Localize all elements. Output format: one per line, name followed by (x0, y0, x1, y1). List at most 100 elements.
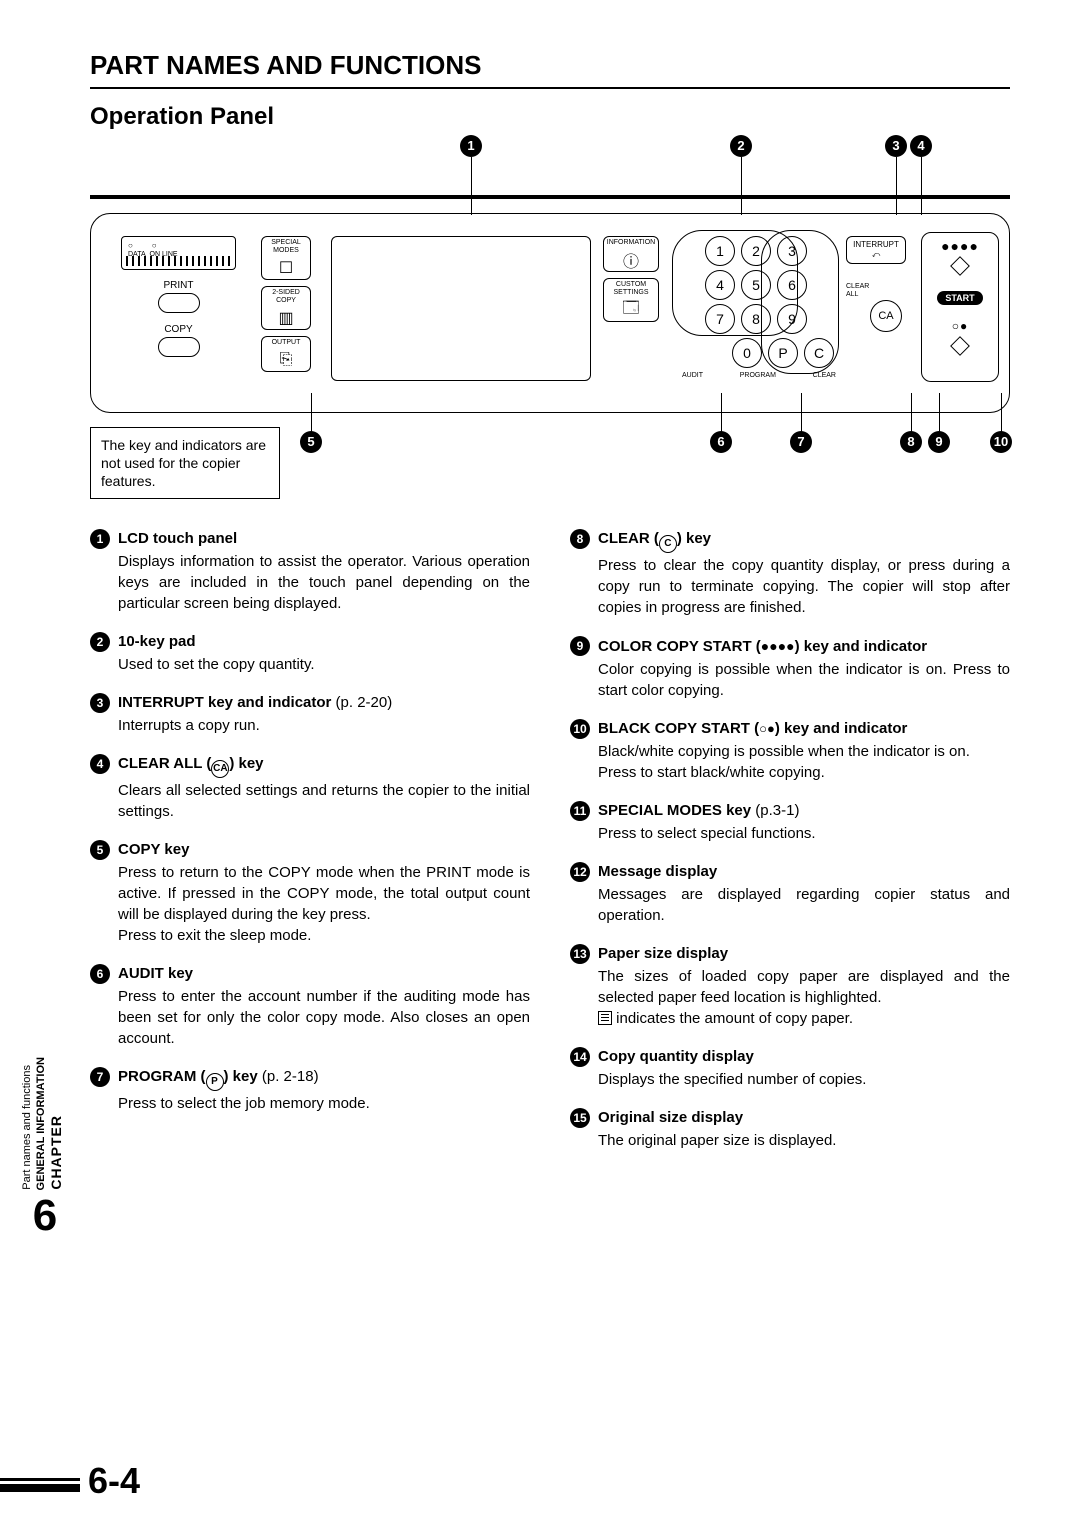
item-number: 13 (570, 944, 590, 964)
callout-2: 2 (730, 135, 752, 157)
item-15: 15 Original size displayThe original pape… (570, 1108, 1010, 1151)
keypad-0[interactable]: 0 (732, 338, 762, 368)
item-desc: Press to select the job memory mode. (118, 1093, 530, 1114)
item-title: INTERRUPT key and indicator (p. 2-20) (118, 693, 530, 713)
chapter-label: CHAPTER (48, 1115, 64, 1190)
item-number: 12 (570, 862, 590, 882)
item-number: 4 (90, 754, 110, 774)
item-4: 4 CLEAR ALL (CA) keyClears all selected s… (90, 754, 530, 822)
item-title: CLEAR ALL (CA) key (118, 754, 530, 778)
color-dots-icon: ●●●● (928, 239, 992, 253)
bw-icon: ○● (928, 319, 992, 333)
page: PART NAMES AND FUNCTIONS Operation Panel… (0, 0, 1080, 1528)
item-title: Paper size display (598, 944, 1010, 964)
interrupt-key[interactable]: INTERRUPT⤺ (846, 236, 906, 264)
key-icon: CA (211, 760, 229, 778)
chapter-sidebar: Part names and functions GENERAL INFORMA… (20, 960, 70, 1270)
item-title: PROGRAM (P) key (p. 2-18) (118, 1067, 530, 1091)
two-sided-copy-key[interactable]: 2-SIDED COPY▥ (261, 286, 311, 330)
special-modes-column: SPECIAL MODES☐ 2-SIDED COPY▥ OUTPUT⎘ (261, 236, 321, 378)
item-desc: Clears all selected settings and returns… (118, 780, 530, 822)
item-desc: The sizes of loaded copy paper are displ… (598, 966, 1010, 1029)
panel-outline: ○ ○ DATA ON LINE PRINT COPY SPECIAL MODE… (90, 213, 1010, 413)
print-label: PRINT (121, 280, 236, 291)
audit-label: AUDIT (682, 372, 703, 379)
description-columns: 1 LCD touch panelDisplays information to … (90, 529, 1010, 1169)
item-title: Copy quantity display (598, 1047, 1010, 1067)
information-key[interactable]: INFORMATIONⓘ (603, 236, 659, 272)
item-number: 8 (570, 529, 590, 549)
lcd-touch-panel[interactable] (331, 236, 591, 381)
item-number: 7 (90, 1067, 110, 1087)
item-desc: The original paper size is displayed. (598, 1130, 1010, 1151)
item-1: 1 LCD touch panelDisplays information to … (90, 529, 530, 614)
item-desc: Press to return to the COPY mode when th… (118, 862, 530, 946)
item-title: SPECIAL MODES key (p.3-1) (598, 801, 1010, 821)
item-12: 12 Message displayMessages are displayed … (570, 862, 1010, 926)
operation-panel-diagram: 1234 ○ ○ DATA ON LINE PRINT COPY (90, 135, 1010, 505)
item-9: 9COLOR COPY START (●●●●) key and indicat… (570, 636, 1010, 701)
sidebar-subtitle: Part names and functions (20, 1065, 34, 1190)
item-3: 3INTERRUPT key and indicator (p. 2-20)In… (90, 693, 530, 736)
item-desc: Press to enter the account number if the… (118, 986, 530, 1049)
callout-6: 6 (710, 431, 732, 453)
chapter-number: 6 (20, 1194, 70, 1238)
item-title: BLACK COPY START (○●) key and indicator (598, 719, 1010, 739)
item-number: 6 (90, 964, 110, 984)
item-desc: Press to clear the copy quantity display… (598, 555, 1010, 618)
note-box: The key and indicators are not used for … (90, 427, 280, 499)
callout-4: 4 (910, 135, 932, 157)
item-number: 2 (90, 632, 110, 652)
start-block: ●●●● START ○● (921, 232, 999, 382)
item-number: 5 (90, 840, 110, 860)
item-14: 14 Copy quantity displayDisplays the spec… (570, 1047, 1010, 1090)
item-6: 6AUDIT keyPress to enter the account num… (90, 964, 530, 1049)
sidebar-title: GENERAL INFORMATION (34, 1057, 48, 1190)
item-title: Original size display (598, 1108, 1010, 1128)
item-title: Message display (598, 862, 1010, 882)
sub-title: Operation Panel (90, 103, 1010, 131)
copy-key[interactable] (158, 337, 200, 357)
item-desc: Displays information to assist the opera… (118, 551, 530, 614)
custom-settings-key[interactable]: CUSTOM SETTINGS🗔 (603, 278, 659, 322)
right-column: 8 CLEAR (C) keyPress to clear the copy qu… (570, 529, 1010, 1169)
left-controls: ○ ○ DATA ON LINE PRINT COPY (121, 236, 236, 356)
callout-10: 10 (990, 431, 1012, 453)
item-title: CLEAR (C) key (598, 529, 1010, 553)
clear-all-key[interactable]: CA (870, 300, 902, 332)
item-desc: Used to set the copy quantity. (118, 654, 530, 675)
special-modes-key[interactable]: SPECIAL MODES☐ (261, 236, 311, 280)
left-column: 1 LCD touch panelDisplays information to … (90, 529, 530, 1169)
info-column: INFORMATIONⓘ CUSTOM SETTINGS🗔 (603, 236, 663, 328)
program-label: PROGRAM (740, 372, 776, 379)
item-desc: Interrupts a copy run. (118, 715, 530, 736)
output-key[interactable]: OUTPUT⎘ (261, 336, 311, 372)
paper-stack-icon (598, 1011, 612, 1025)
item-desc: Messages are displayed regarding copier … (598, 884, 1010, 926)
callout-9: 9 (928, 431, 950, 453)
item-number: 11 (570, 801, 590, 821)
item-7: 7 PROGRAM (P) key (p. 2-18)Press to selec… (90, 1067, 530, 1114)
item-2: 210-key padUsed to set the copy quantity… (90, 632, 530, 675)
item-desc: Displays the specified number of copies. (598, 1069, 1010, 1090)
status-meter: ○ ○ DATA ON LINE (121, 236, 236, 270)
item-desc: Black/white copying is possible when the… (598, 741, 1010, 783)
page-rule-thick (0, 1484, 80, 1492)
black-start-key[interactable] (950, 336, 970, 356)
copy-label: COPY (121, 324, 236, 335)
item-title: LCD touch panel (118, 529, 530, 549)
item-10: 10 BLACK COPY START (○●) key and indicato… (570, 719, 1010, 783)
item-number: 10 (570, 719, 590, 739)
print-key[interactable] (158, 293, 200, 313)
page-rule-thin (0, 1478, 80, 1481)
color-start-key[interactable] (950, 256, 970, 276)
item-number: 15 (570, 1108, 590, 1128)
item-number: 1 (90, 529, 110, 549)
color-dots-icon: ●●●● (761, 638, 795, 654)
callout-5: 5 (300, 431, 322, 453)
item-13: 13 Paper size displayThe sizes of loaded … (570, 944, 1010, 1029)
item-number: 14 (570, 1047, 590, 1067)
item-title: COLOR COPY START (●●●●) key and indicato… (598, 636, 1010, 657)
ten-key-pad: 123456789 0 P C AUDIT PROGRAM CLEAR (676, 236, 836, 379)
item-desc: Color copying is possible when the indic… (598, 659, 1010, 701)
